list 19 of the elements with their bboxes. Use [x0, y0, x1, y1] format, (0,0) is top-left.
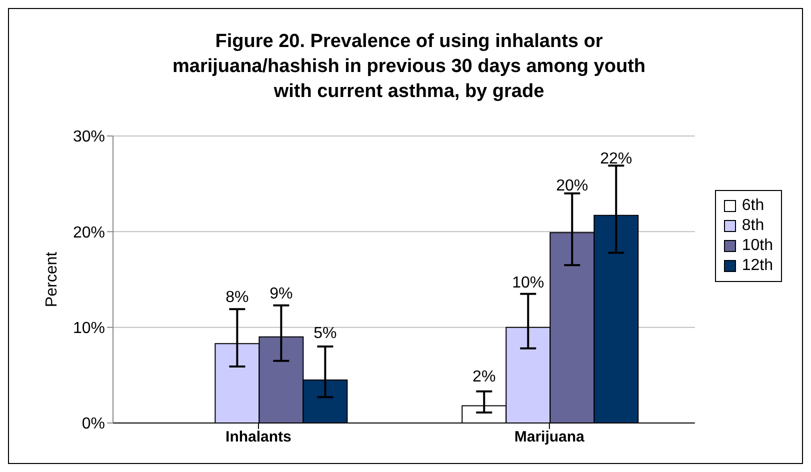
legend-label: 8th — [742, 217, 764, 235]
data-label: 2% — [472, 368, 496, 386]
data-label: 5% — [314, 325, 337, 342]
y-tick-label: 20% — [72, 224, 105, 242]
legend-label: 10th — [742, 237, 773, 255]
data-label: 8% — [226, 289, 249, 306]
y-tick-label: 30% — [72, 128, 105, 146]
y-axis-title: Percent — [44, 251, 61, 308]
legend-label: 6th — [742, 197, 764, 215]
data-label: 10% — [512, 274, 544, 292]
x-tick-label: Marijuana — [514, 428, 586, 446]
legend-label: 12th — [742, 257, 773, 275]
y-tick-label: 10% — [72, 320, 105, 338]
x-tick-label: Inhalants — [226, 428, 292, 446]
data-label: 20% — [556, 177, 588, 194]
y-tick-label: 0% — [82, 416, 105, 433]
data-label: 22% — [600, 150, 632, 168]
data-label: 9% — [270, 285, 293, 302]
chart-title: Figure 20. Prevalence of using inhalants or marijuana/hashish in previous 30 days among youth with current asthma, by grade — [171, 30, 646, 104]
